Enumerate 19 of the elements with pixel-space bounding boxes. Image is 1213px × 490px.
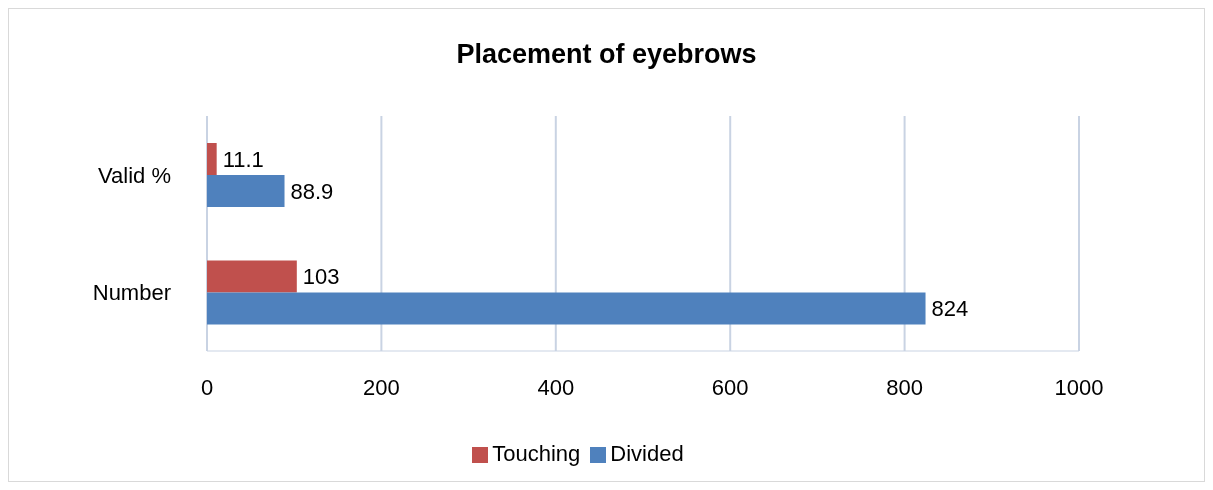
legend-label: Divided xyxy=(610,441,684,466)
bar xyxy=(207,292,926,325)
bar xyxy=(207,143,217,175)
x-tick-label: 200 xyxy=(363,374,400,400)
data-label: 824 xyxy=(931,296,969,322)
x-tick-label: 1000 xyxy=(1054,374,1104,400)
chart-title: Placement of eyebrows xyxy=(455,38,758,71)
x-tick-label: 0 xyxy=(200,374,214,400)
y-tick-label: Number xyxy=(92,280,171,306)
y-tick-label: Valid % xyxy=(98,162,171,188)
x-tick-label: 600 xyxy=(711,374,749,400)
bar xyxy=(207,175,285,207)
x-tick-label: 400 xyxy=(537,374,575,400)
data-label: 88.9 xyxy=(290,178,334,204)
data-label: 11.1 xyxy=(222,146,264,172)
data-label: 103 xyxy=(302,264,340,290)
bar xyxy=(207,260,297,293)
legend-label: Touching xyxy=(492,441,581,466)
x-tick-label: 800 xyxy=(886,374,923,400)
